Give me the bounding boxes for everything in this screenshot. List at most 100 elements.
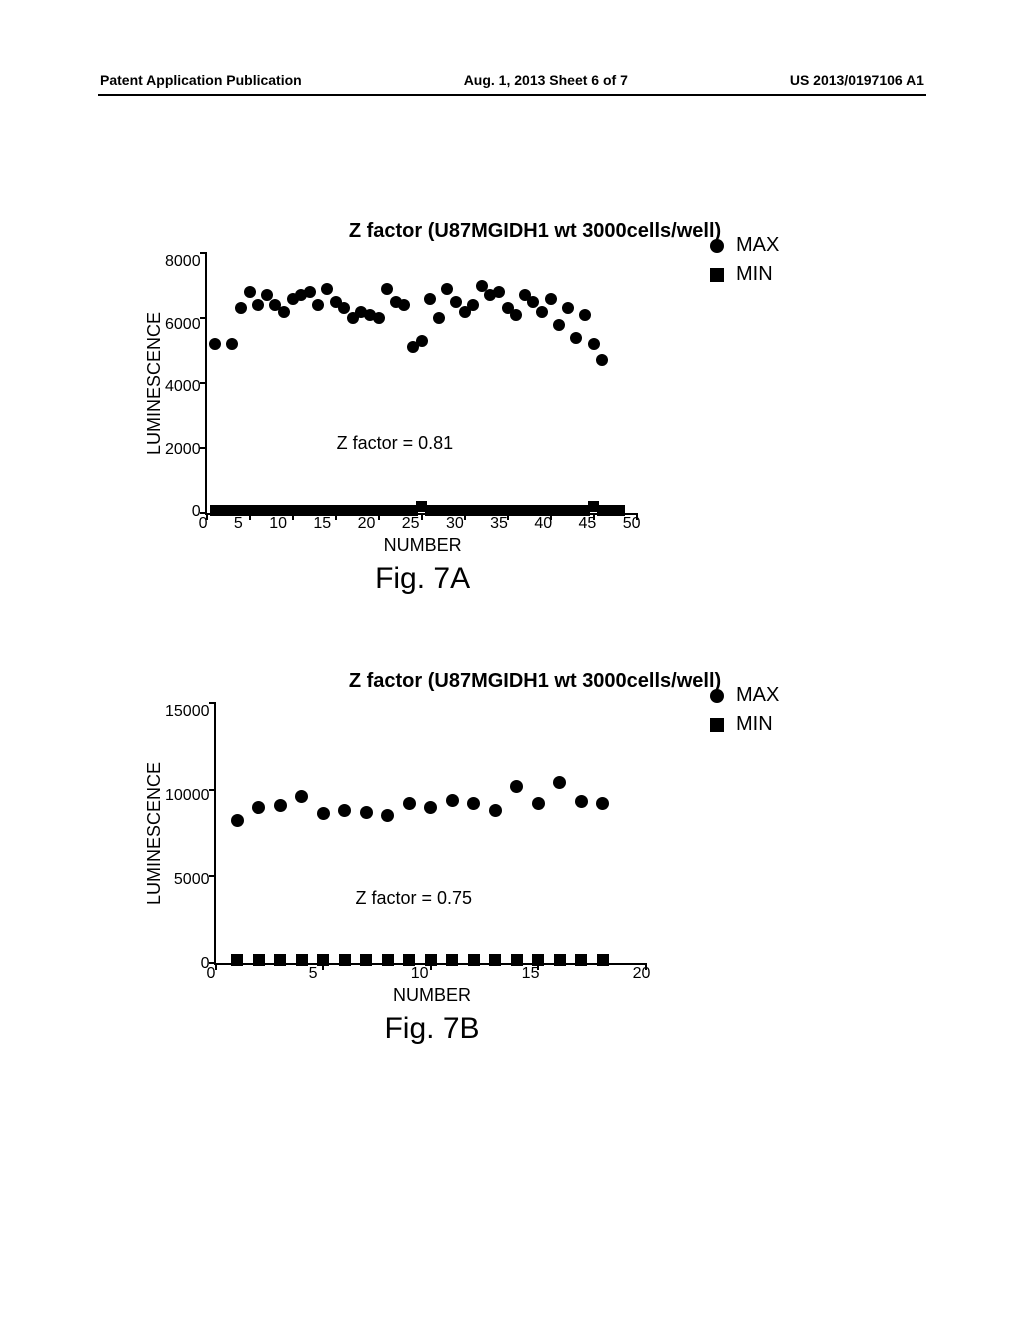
data-point — [614, 505, 625, 516]
data-point — [527, 296, 539, 308]
data-point — [296, 954, 308, 966]
chart-b-caption: Fig. 7B — [214, 1012, 651, 1046]
data-point — [278, 306, 290, 318]
data-point — [562, 302, 574, 314]
data-point — [338, 804, 351, 817]
data-point — [575, 954, 587, 966]
data-point — [570, 332, 582, 344]
chart-b-ylabel: LUMINESCENCE — [140, 703, 165, 963]
data-point — [274, 954, 286, 966]
data-point — [596, 797, 609, 810]
figure-7b: Z factor (U87MGIDH1 wt 3000cells/well) L… — [140, 670, 880, 1046]
data-point — [510, 309, 522, 321]
chart-a-ylabel: LUMINESCENCE — [140, 253, 165, 513]
data-point — [235, 302, 247, 314]
data-point — [450, 296, 462, 308]
legend-item-min: MIN — [710, 263, 779, 286]
data-point — [416, 335, 428, 347]
data-point — [579, 309, 591, 321]
header-center: Aug. 1, 2013 Sheet 6 of 7 — [464, 72, 628, 88]
data-point — [252, 299, 264, 311]
circle-icon — [710, 689, 724, 703]
data-point — [339, 954, 351, 966]
chart-a-legend: MAX MIN — [710, 234, 779, 292]
data-point — [441, 283, 453, 295]
chart-b-annotation: Z factor = 0.75 — [356, 888, 473, 909]
chart-a-annotation: Z factor = 0.81 — [337, 433, 454, 454]
legend-label: MAX — [736, 234, 779, 257]
data-point — [209, 338, 221, 350]
legend-label: MAX — [736, 684, 779, 707]
chart-a-plot: Z factor = 0.81 — [205, 253, 637, 515]
data-point — [433, 312, 445, 324]
data-point — [446, 954, 458, 966]
figure-7a: Z factor (U87MGIDH1 wt 3000cells/well) L… — [140, 220, 880, 596]
data-point — [252, 801, 265, 814]
data-point — [398, 299, 410, 311]
chart-a-caption: Fig. 7A — [205, 562, 641, 596]
data-point — [467, 797, 480, 810]
data-point — [317, 954, 329, 966]
data-point — [226, 338, 238, 350]
chart-b-xlabel: NUMBER — [214, 985, 651, 1006]
data-point — [553, 319, 565, 331]
data-point — [553, 776, 566, 789]
header-left: Patent Application Publication — [100, 72, 302, 88]
data-point — [511, 954, 523, 966]
square-icon — [710, 268, 724, 282]
legend-item-min: MIN — [710, 713, 779, 736]
data-point — [545, 293, 557, 305]
data-point — [244, 286, 256, 298]
legend-label: MIN — [736, 263, 773, 286]
chart-a-yticks: 80006000400020000 — [165, 253, 205, 521]
data-point — [312, 299, 324, 311]
data-point — [588, 338, 600, 350]
data-point — [403, 954, 415, 966]
chart-b-xticks: 05101520 — [207, 965, 651, 983]
data-point — [381, 283, 393, 295]
data-point — [467, 299, 479, 311]
data-point — [231, 954, 243, 966]
data-point — [360, 806, 373, 819]
data-point — [596, 354, 608, 366]
header-right: US 2013/0197106 A1 — [790, 72, 924, 88]
data-point — [532, 797, 545, 810]
data-point — [489, 804, 502, 817]
data-point — [304, 286, 316, 298]
legend-item-max: MAX — [710, 684, 779, 707]
data-point — [274, 799, 287, 812]
data-point — [493, 286, 505, 298]
data-point — [381, 809, 394, 822]
data-point — [536, 306, 548, 318]
data-point — [360, 954, 372, 966]
data-point — [425, 954, 437, 966]
data-point — [424, 293, 436, 305]
data-point — [446, 794, 459, 807]
legend-label: MIN — [736, 713, 773, 736]
data-point — [403, 797, 416, 810]
data-point — [295, 790, 308, 803]
data-point — [597, 954, 609, 966]
data-point — [382, 954, 394, 966]
data-point — [373, 312, 385, 324]
data-point — [489, 954, 501, 966]
square-icon — [710, 718, 724, 732]
chart-b-legend: MAX MIN — [710, 684, 779, 742]
data-point — [554, 954, 566, 966]
data-point — [317, 807, 330, 820]
data-point — [510, 780, 523, 793]
page-header: Patent Application Publication Aug. 1, 2… — [100, 72, 924, 88]
data-point — [575, 795, 588, 808]
chart-b-yticks: 150001000050000 — [165, 703, 214, 973]
data-point — [231, 814, 244, 827]
data-point — [424, 801, 437, 814]
data-point — [253, 954, 265, 966]
data-point — [468, 954, 480, 966]
data-point — [532, 954, 544, 966]
header-rule — [98, 94, 926, 96]
chart-b-plot: Z factor = 0.75 — [214, 703, 646, 965]
data-point — [321, 283, 333, 295]
circle-icon — [710, 239, 724, 253]
legend-item-max: MAX — [710, 234, 779, 257]
chart-a-xticks: 05101520253035404550 — [199, 515, 641, 533]
